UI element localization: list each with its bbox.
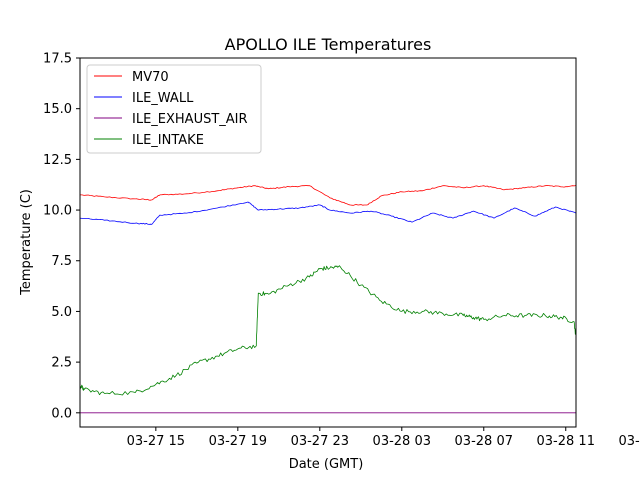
series-layer xyxy=(80,184,576,414)
legend: MV70 ILE_WALL ILE_EXHAUST_AIR ILE_INTAKE xyxy=(86,64,262,154)
y-tick-label: 10.0 xyxy=(43,204,72,219)
chart-title: APOLLO ILE Temperatures xyxy=(225,35,432,54)
x-tick-label: 03-27 23 xyxy=(291,434,349,449)
y-tick-label: 12.5 xyxy=(43,153,72,168)
series-line-mv70 xyxy=(80,184,576,206)
y-tick-label: 2.5 xyxy=(51,356,72,371)
x-axis: 03-27 15 03-27 19 03-27 23 03-28 03 03-28 07… xyxy=(127,427,640,449)
series-line-ile-intake xyxy=(80,265,576,396)
legend-label-ile-intake: ILE_INTAKE xyxy=(132,133,204,148)
legend-label-ile-exhaust-air: ILE_EXHAUST_AIR xyxy=(132,112,248,127)
x-tick-label: 03-28 07 xyxy=(455,434,513,449)
legend-box xyxy=(86,64,262,154)
y-tick-label: 5.0 xyxy=(51,305,72,320)
y-axis: 0.0 2.5 5.0 7.5 10.0 12.5 15.0 17.5 xyxy=(43,52,80,421)
series-line-ile-wall xyxy=(80,201,576,225)
plot-frame xyxy=(79,57,577,428)
y-tick-label: 0.0 xyxy=(51,406,72,421)
y-tick-label: 7.5 xyxy=(51,254,72,269)
legend-label-mv70: MV70 xyxy=(132,70,169,85)
x-tick-label: 03-27 19 xyxy=(209,434,267,449)
y-axis-label: Temperature (C) xyxy=(19,189,34,296)
legend-label-ile-wall: ILE_WALL xyxy=(132,91,194,106)
y-tick-label: 15.0 xyxy=(43,102,72,117)
x-tick-label: 03-28 15 xyxy=(619,434,640,449)
x-tick-label: 03-28 11 xyxy=(537,434,595,449)
x-tick-label: 03-28 03 xyxy=(373,434,431,449)
y-tick-label: 17.5 xyxy=(43,52,72,67)
x-tick-label: 03-27 15 xyxy=(127,434,185,449)
x-axis-label: Date (GMT) xyxy=(289,457,364,472)
legend-items: MV70 ILE_WALL ILE_EXHAUST_AIR ILE_INTAKE xyxy=(94,70,248,148)
